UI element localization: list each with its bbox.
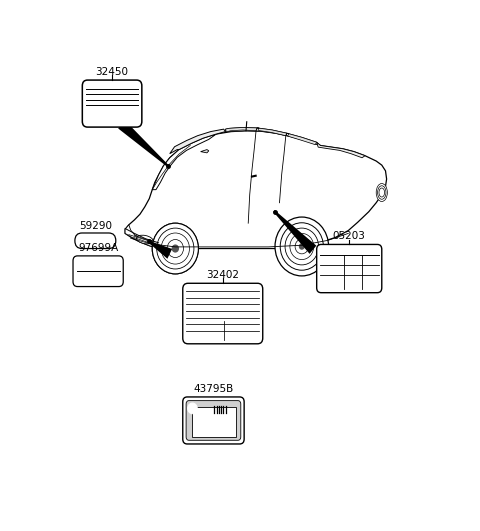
FancyBboxPatch shape	[75, 233, 116, 249]
Polygon shape	[201, 150, 209, 153]
Polygon shape	[257, 128, 287, 136]
Ellipse shape	[378, 186, 386, 199]
Ellipse shape	[379, 188, 384, 197]
Ellipse shape	[136, 235, 153, 244]
Ellipse shape	[376, 184, 387, 201]
Circle shape	[188, 403, 197, 414]
Text: 32402: 32402	[206, 270, 239, 280]
Polygon shape	[118, 120, 168, 167]
Ellipse shape	[377, 185, 386, 200]
Polygon shape	[149, 241, 172, 259]
Polygon shape	[226, 127, 257, 132]
Polygon shape	[287, 133, 317, 144]
Circle shape	[299, 243, 305, 250]
Circle shape	[285, 228, 319, 265]
FancyBboxPatch shape	[183, 397, 244, 444]
Circle shape	[172, 244, 179, 253]
Polygon shape	[273, 210, 316, 254]
Circle shape	[245, 119, 249, 123]
Polygon shape	[226, 127, 321, 145]
Polygon shape	[125, 131, 386, 250]
Circle shape	[280, 223, 324, 270]
Text: 43795B: 43795B	[193, 384, 233, 395]
FancyBboxPatch shape	[183, 283, 263, 344]
Text: 97699A: 97699A	[78, 243, 119, 253]
Text: 05203: 05203	[333, 231, 365, 241]
Text: 59290: 59290	[79, 220, 112, 230]
Bar	[192, 407, 236, 436]
Circle shape	[290, 234, 313, 259]
Circle shape	[152, 223, 198, 274]
Polygon shape	[152, 134, 216, 190]
Polygon shape	[125, 225, 158, 249]
FancyBboxPatch shape	[186, 400, 241, 440]
Polygon shape	[170, 129, 226, 153]
FancyBboxPatch shape	[83, 80, 142, 127]
Polygon shape	[317, 142, 365, 158]
FancyBboxPatch shape	[73, 256, 123, 287]
Text: 32450: 32450	[96, 67, 129, 77]
Circle shape	[275, 217, 329, 276]
FancyBboxPatch shape	[317, 244, 382, 293]
